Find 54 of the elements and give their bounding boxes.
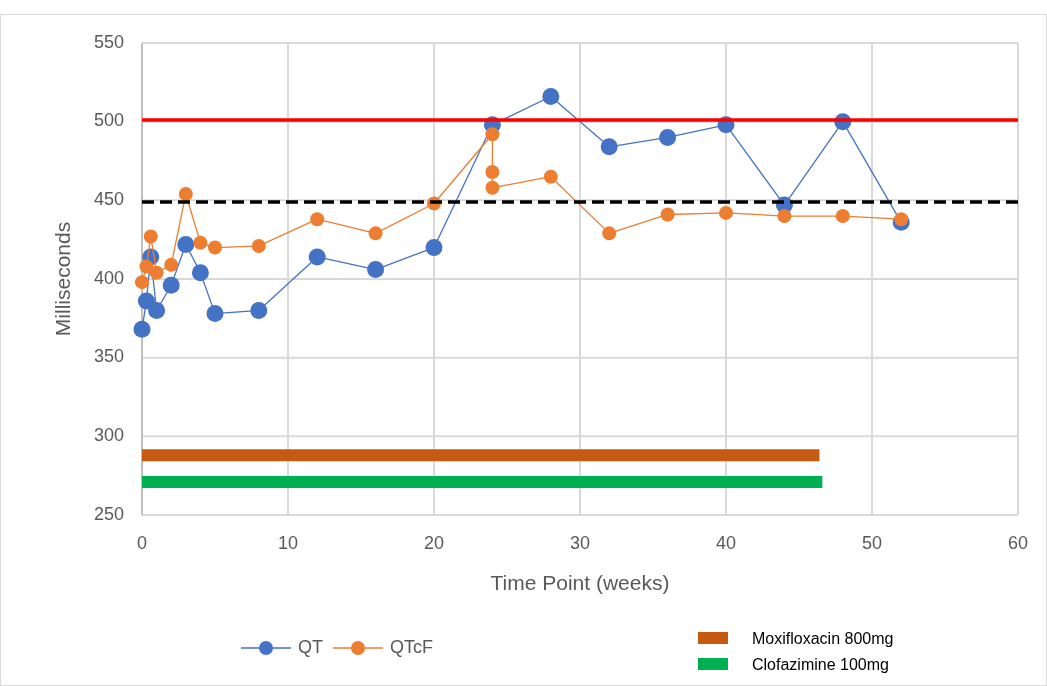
- y-tick-label: 500: [93, 110, 124, 131]
- x-tick-label: 20: [423, 533, 445, 553]
- point: [133, 320, 151, 338]
- legend-label: Clofazimine 100mg: [752, 656, 889, 674]
- x-tick-label: 30: [569, 533, 591, 553]
- legend-label: QTcF: [390, 636, 433, 657]
- point: [251, 238, 266, 253]
- point: [162, 276, 180, 294]
- legend-label: Moxifloxacin 800mg: [752, 630, 894, 648]
- x-tick-label: 0: [136, 533, 148, 553]
- y-tick-label: 400: [93, 267, 124, 288]
- point: [177, 235, 195, 253]
- y-axis-title: Milliseconds: [51, 221, 74, 337]
- point: [193, 235, 208, 250]
- point: [835, 209, 850, 224]
- point: [368, 226, 383, 241]
- legend-label: QT: [298, 636, 323, 657]
- point: [310, 212, 325, 227]
- point: [135, 275, 149, 290]
- point: [542, 87, 560, 105]
- point: [149, 265, 164, 280]
- x-tick-label: 50: [861, 533, 883, 553]
- y-tick-label: 250: [93, 503, 124, 524]
- point: [143, 229, 158, 244]
- point: [600, 138, 618, 156]
- x-tick-label: 40: [715, 533, 737, 553]
- x-tick-label: 10: [277, 533, 299, 553]
- point: [148, 301, 166, 319]
- point: [894, 212, 909, 227]
- y-tick-label: 450: [93, 189, 124, 210]
- point: [178, 187, 193, 202]
- point: [659, 128, 677, 146]
- point: [485, 127, 500, 142]
- point: [139, 259, 154, 274]
- point: [543, 169, 558, 184]
- point: [485, 180, 500, 195]
- point: [425, 239, 443, 257]
- point: [164, 257, 179, 272]
- point: [485, 165, 500, 180]
- point: [206, 305, 224, 323]
- point: [367, 261, 385, 279]
- point: [250, 301, 268, 319]
- y-tick-label: 550: [93, 31, 124, 52]
- x-tick-label: 60: [1007, 533, 1029, 553]
- point: [777, 209, 792, 224]
- point: [660, 207, 675, 222]
- point: [308, 248, 326, 266]
- point: [719, 205, 733, 220]
- x-axis-title: Time Point (weeks): [490, 571, 670, 594]
- point: [602, 226, 617, 241]
- point: [208, 240, 222, 255]
- y-tick-label: 300: [93, 425, 124, 446]
- point: [191, 264, 209, 282]
- y-tick-label: 350: [93, 346, 124, 367]
